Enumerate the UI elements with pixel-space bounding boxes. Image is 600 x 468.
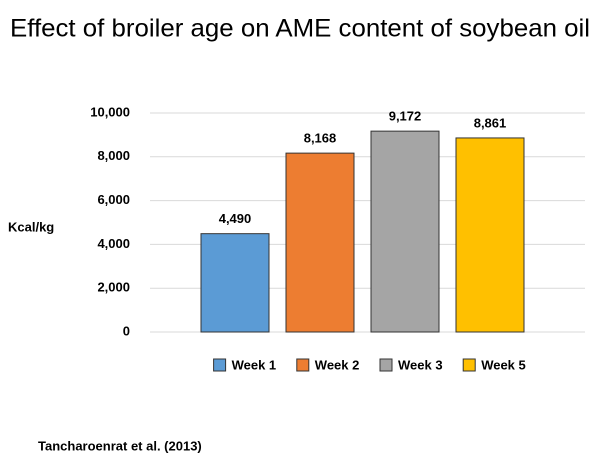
- value-label: 9,172: [389, 109, 422, 124]
- value-label: 8,168: [304, 131, 337, 146]
- y-tick-label: 2,000: [97, 280, 130, 295]
- legend-swatch: [213, 358, 227, 372]
- y-axis-label: Kcal/kg: [8, 219, 54, 234]
- legend-swatch: [379, 358, 393, 372]
- legend-swatch: [462, 358, 476, 372]
- bar: [285, 152, 355, 333]
- bar: [455, 137, 525, 333]
- y-tick-label: 4,000: [97, 236, 130, 251]
- value-label: 8,861: [474, 115, 507, 130]
- y-tick-label: 6,000: [97, 192, 130, 207]
- legend-label: Week 5: [481, 357, 526, 372]
- legend-label: Week 3: [398, 357, 443, 372]
- bar: [370, 130, 440, 333]
- chart-title: Effect of broiler age on AME content of …: [10, 15, 590, 43]
- y-tick-label: 0: [123, 323, 130, 338]
- y-tick-label: 8,000: [97, 148, 130, 163]
- y-tick-label: 10,000: [90, 104, 130, 119]
- source-note: Tancharoenrat et al. (2013): [38, 438, 202, 453]
- legend-swatch: [296, 358, 310, 372]
- bar: [200, 233, 270, 333]
- legend-label: Week 2: [315, 357, 360, 372]
- value-label: 4,490: [219, 211, 252, 226]
- legend-label: Week 1: [232, 357, 277, 372]
